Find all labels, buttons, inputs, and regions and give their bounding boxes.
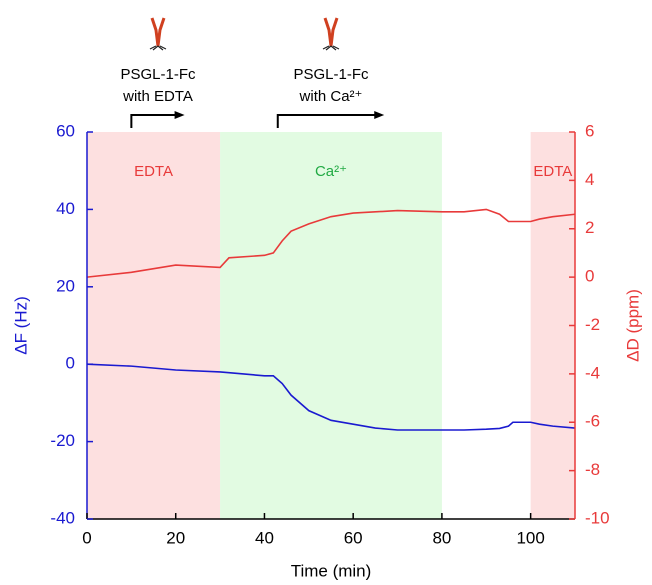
annotation-text: with Ca²⁺: [299, 88, 363, 105]
annotation-text: with EDTA: [122, 88, 193, 105]
x-tick-label: 60: [344, 528, 363, 547]
y-tick-label: -40: [50, 508, 75, 527]
y-tick-label: 0: [66, 354, 75, 373]
x-tick-label: 40: [255, 528, 274, 547]
x-axis-label: Time (min): [291, 561, 372, 580]
antibody-base: [322, 45, 340, 51]
annotation-text: PSGL-1-Fc: [120, 66, 196, 83]
arrow-head: [174, 111, 185, 119]
y2-tick-label: 0: [585, 267, 594, 286]
annotation-text: PSGL-1-Fc: [293, 66, 369, 83]
antibody-icon: [322, 17, 340, 51]
y2-tick-label: 6: [585, 121, 594, 140]
data-line: [86, 363, 576, 431]
y2-tick-label: 4: [585, 170, 594, 189]
region-label: Ca²⁺: [315, 163, 347, 180]
antibody-icon: [149, 17, 167, 51]
y-axis-label: ΔF (Hz): [11, 296, 30, 355]
arrow-head: [374, 111, 385, 119]
x-tick-label: 100: [516, 528, 544, 547]
antibody-base: [149, 45, 167, 51]
x-tick-label: 20: [166, 528, 185, 547]
antibody-arm: [150, 17, 166, 47]
shaded-region: [87, 132, 221, 519]
y2-tick-label: -6: [585, 412, 600, 431]
region-label: EDTA: [533, 163, 572, 180]
y-tick-label: 60: [56, 121, 75, 140]
x-tick-label: 0: [82, 528, 91, 547]
antibody-arm: [323, 17, 339, 47]
y-tick-label: 40: [56, 199, 75, 218]
y2-tick-label: -2: [585, 315, 600, 334]
y2-tick-label: 2: [585, 218, 594, 237]
x-tick-label: 80: [432, 528, 451, 547]
y-tick-label: -20: [50, 431, 75, 450]
y2-tick-label: -8: [585, 460, 600, 479]
region-label: EDTA: [134, 163, 173, 180]
y2-tick-label: -10: [585, 508, 610, 527]
annotation-arrow: [130, 114, 177, 128]
y2-tick-label: -4: [585, 363, 600, 382]
y-tick-label: 20: [56, 276, 75, 295]
annotation-arrow: [276, 114, 377, 128]
y2-axis-label: ΔD (ppm): [623, 289, 642, 362]
shaded-region: [220, 132, 442, 519]
shaded-region: [530, 132, 575, 519]
data-line: [86, 208, 576, 278]
